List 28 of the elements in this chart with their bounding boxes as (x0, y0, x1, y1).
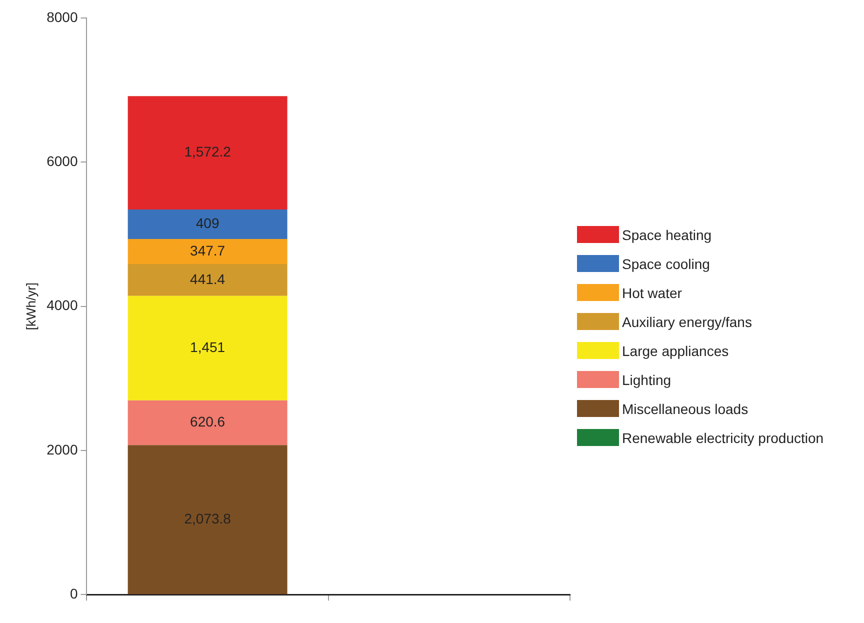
bar (128, 238, 288, 264)
legend-label: Miscellaneous loads (622, 400, 748, 416)
legend-label: Lighting (622, 372, 672, 388)
bar (128, 209, 288, 239)
data-label: 347.7 (190, 242, 226, 258)
data-label: 620.6 (190, 414, 226, 430)
bar (128, 264, 288, 296)
bar (128, 96, 288, 210)
data-label: 2,073.8 (184, 510, 232, 526)
y-tick-label: 6000 (46, 153, 78, 170)
y-tick-label: 0 (70, 585, 78, 602)
data-label: 1,451 (190, 338, 226, 355)
legend-label: Space cooling (622, 256, 710, 272)
bar (128, 296, 288, 400)
y-tick-label: 4000 (46, 297, 78, 314)
y-tick-label: 8000 (46, 8, 78, 25)
data-label: 409 (196, 215, 220, 232)
legend-label: Hot water (622, 284, 682, 300)
legend-label: Auxiliary energy/fans (622, 314, 752, 330)
bar (128, 400, 288, 446)
y-axis-title: [kWh/yr] (23, 282, 38, 330)
y-tick-label: 2000 (46, 441, 78, 458)
legend-label: Large appliances (622, 342, 729, 358)
data-label: 1,572.2 (184, 144, 232, 160)
legend-label: Renewable electricity production (622, 430, 824, 446)
bar (128, 445, 288, 594)
legend-label: Space heating (622, 226, 712, 242)
data-label: 441.4 (190, 270, 226, 287)
